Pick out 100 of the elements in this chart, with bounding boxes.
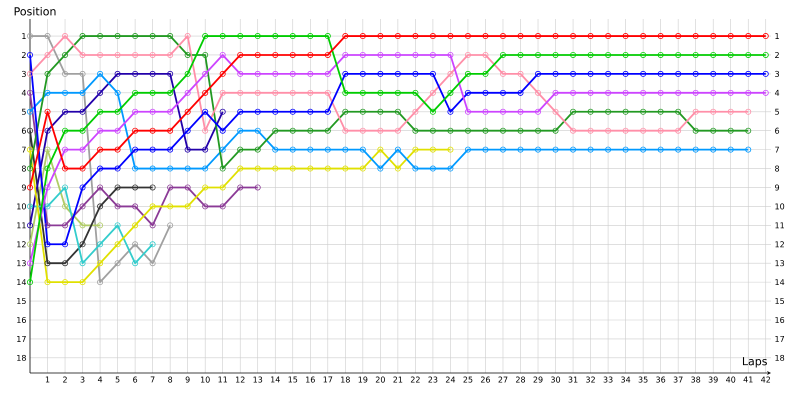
x-tick-label: 14: [271, 376, 280, 382]
point: [184, 146, 191, 153]
point: [570, 128, 576, 134]
point: [132, 146, 138, 153]
point: [394, 70, 401, 77]
point: [150, 52, 156, 58]
point: [412, 108, 418, 115]
point: [62, 260, 68, 266]
point: [430, 108, 436, 115]
y-tick-label: 4: [22, 90, 26, 96]
point: [658, 70, 664, 77]
point: [184, 33, 191, 40]
point: [692, 90, 699, 96]
x-tick-label: 22: [410, 376, 420, 382]
point: [62, 146, 68, 153]
point: [430, 128, 436, 134]
point: [675, 128, 682, 134]
point: [360, 146, 366, 153]
point: [97, 279, 104, 286]
point: [658, 146, 664, 153]
point: [220, 52, 226, 58]
point: [518, 128, 524, 134]
y-tick-label: 18: [17, 354, 26, 361]
point: [324, 166, 331, 172]
point: [710, 146, 716, 153]
point: [745, 33, 752, 40]
point: [640, 52, 646, 58]
point: [150, 33, 156, 40]
point: [360, 70, 366, 77]
point: [447, 128, 454, 134]
point: [237, 128, 244, 134]
point: [360, 128, 366, 134]
point: [692, 146, 699, 153]
point: [360, 166, 366, 172]
point: [114, 241, 121, 248]
point: [360, 90, 366, 96]
point: [44, 70, 51, 77]
point: [482, 90, 488, 96]
point: [412, 166, 418, 172]
point: [728, 146, 734, 153]
point: [622, 128, 629, 134]
point: [622, 33, 629, 40]
point: [290, 70, 296, 77]
y-tick-label: 1: [22, 33, 26, 39]
point: [447, 33, 454, 40]
point: [464, 70, 471, 77]
point: [518, 33, 524, 40]
point: [430, 70, 436, 77]
point: [114, 33, 121, 40]
point: [272, 166, 278, 172]
point: [342, 70, 348, 77]
point: [728, 90, 734, 96]
point: [605, 70, 612, 77]
point: [464, 52, 471, 58]
point: [482, 70, 488, 77]
point: [220, 146, 226, 153]
point: [80, 203, 86, 210]
point: [254, 70, 261, 77]
x-tick-label: 23: [428, 376, 438, 383]
point: [202, 33, 208, 40]
x-tick-label: 33: [604, 376, 613, 383]
point: [394, 128, 401, 134]
point: [622, 52, 629, 58]
point: [430, 33, 436, 40]
point: [167, 184, 174, 190]
point: [464, 108, 471, 115]
point: [202, 203, 208, 210]
point: [132, 33, 138, 40]
point: [80, 146, 86, 153]
point: [482, 33, 488, 40]
point: [290, 128, 296, 134]
point: [272, 90, 278, 96]
point: [80, 90, 86, 96]
y2-tick-label: 5: [775, 108, 779, 115]
point: [377, 146, 384, 153]
point: [97, 241, 104, 248]
point: [692, 33, 699, 40]
y2-tick-label: 14: [775, 279, 784, 286]
point: [44, 128, 51, 134]
point: [290, 52, 296, 58]
point: [500, 90, 506, 96]
point: [518, 90, 524, 96]
point: [518, 52, 524, 58]
point: [430, 146, 436, 153]
x-tick-label: 25: [463, 376, 472, 383]
point: [254, 108, 261, 115]
y-tick-label: 17: [17, 336, 26, 342]
point: [394, 90, 401, 96]
point: [44, 184, 51, 190]
point: [114, 108, 121, 115]
point: [132, 70, 138, 77]
x-tick-label: 16: [306, 376, 315, 383]
y-axis-title: Position: [14, 6, 56, 16]
point: [464, 90, 471, 96]
point: [220, 33, 226, 40]
point: [290, 146, 296, 153]
point: [167, 203, 174, 210]
point: [500, 108, 506, 115]
point: [675, 146, 682, 153]
point: [552, 108, 559, 115]
